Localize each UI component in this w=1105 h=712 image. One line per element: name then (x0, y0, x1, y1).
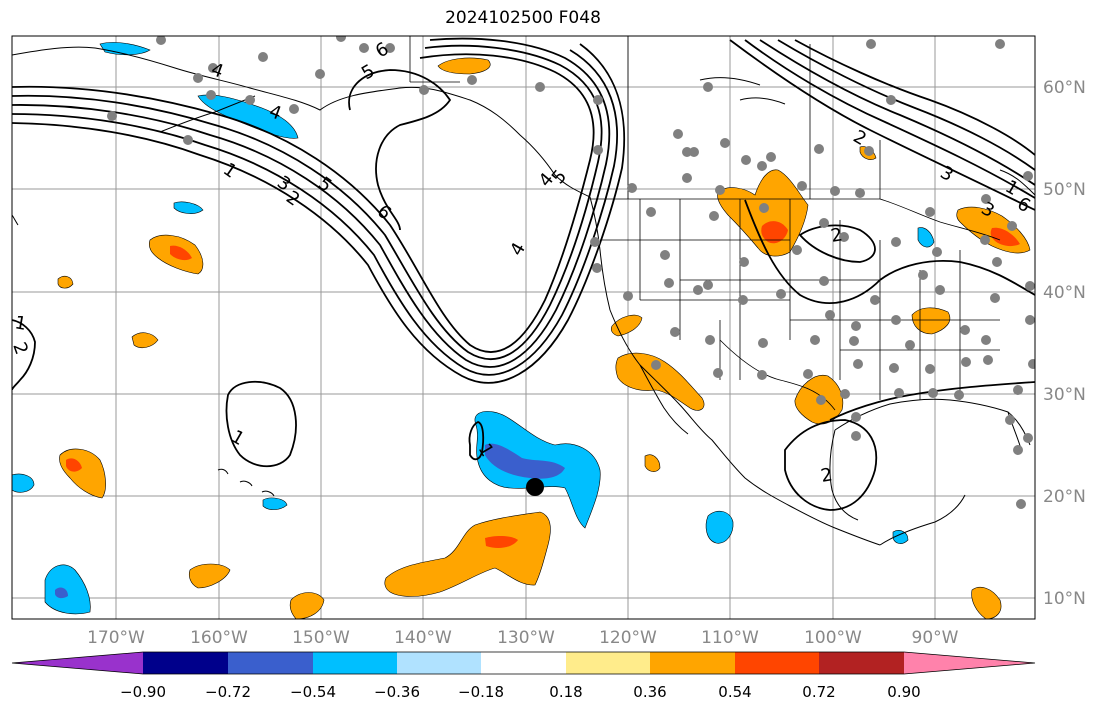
positive-anomaly-11-core (761, 221, 788, 244)
lon-label: 170°W (87, 628, 145, 648)
positive-anomaly-3 (131, 332, 159, 349)
positive-anomaly-13 (911, 307, 951, 335)
negative-anomaly-small-5 (917, 227, 935, 248)
colorbar-tick-label: 0.54 (718, 683, 751, 701)
lon-label: 120°W (599, 628, 657, 648)
negative-anomaly-small-4 (705, 510, 734, 544)
colorbar-segment (228, 652, 313, 674)
colorbar-tick-label: 0.72 (802, 683, 835, 701)
negative-anomaly-small-1 (173, 201, 204, 214)
lon-label: 110°W (701, 628, 759, 648)
colorbar-segment (397, 652, 481, 674)
shaded-anomalies (12, 42, 1031, 619)
positive-anomaly-7-core (485, 535, 518, 548)
lon-label: 150°W (292, 628, 350, 648)
station-markers (107, 36, 1035, 509)
colorbar-tick-label: 0.18 (549, 683, 582, 701)
contour-label: 2 (829, 224, 844, 247)
negative-anomaly-sw-core (55, 587, 68, 599)
lat-label: 20°N (1043, 487, 1086, 507)
negative-anomaly-sw (44, 564, 91, 615)
colorbar-segment (566, 652, 650, 674)
colorbar-segment (735, 652, 819, 674)
storm-center-dot (526, 478, 544, 496)
lon-label: 130°W (497, 628, 555, 648)
colorbar-tick-label: 0.90 (887, 683, 920, 701)
positive-anomaly-1-core (170, 245, 192, 261)
positive-anomaly-8 (437, 57, 491, 75)
positive-anomaly-15 (644, 454, 661, 472)
lat-label: 50°N (1043, 180, 1086, 200)
lat-label: 40°N (1043, 283, 1086, 303)
lat-label: 60°N (1043, 78, 1086, 98)
negative-anomaly-central-core (485, 443, 565, 479)
lon-label: 160°W (190, 628, 248, 648)
colorbar-tick-label: −0.72 (205, 683, 251, 701)
contour-label: 1 (13, 312, 28, 335)
lat-label: 30°N (1043, 385, 1086, 405)
latitude-labels: 60°N 50°N 40°N 30°N 20°N 10°N (1043, 78, 1086, 609)
positive-anomaly-14-core (990, 227, 1020, 247)
colorbar-segment (481, 652, 566, 674)
colorbar-tick-label: −0.90 (120, 683, 166, 701)
positive-anomaly-6 (289, 592, 325, 619)
lon-label: 100°W (804, 628, 862, 648)
negative-anomaly-small-2 (12, 473, 35, 493)
colorbar (11, 651, 1036, 675)
colorbar-segment (12, 652, 143, 674)
positive-anomaly-5 (188, 563, 231, 589)
positive-anomaly-4-core (66, 458, 82, 472)
contour-label: 2 (819, 464, 834, 487)
contour-lines (12, 37, 1035, 511)
lon-label: 140°W (394, 628, 452, 648)
colorbar-tick-label: −0.54 (290, 683, 336, 701)
positive-anomaly-10 (615, 352, 705, 411)
negative-anomaly-small-6 (892, 530, 909, 544)
colorbar-tick-label: −0.36 (374, 683, 420, 701)
colorbar-segment (904, 652, 1035, 674)
colorbar-labels: −0.90 −0.72 −0.54 −0.36 −0.18 0.18 0.36 … (120, 683, 921, 701)
positive-anomaly-16 (971, 587, 1002, 619)
map-frame (11, 35, 1036, 620)
negative-anomaly-small-3 (262, 497, 288, 510)
longitude-labels: 170°W 160°W 150°W 140°W 130°W 120°W 110°… (87, 628, 959, 648)
colorbar-tick-label: −0.18 (458, 683, 504, 701)
colorbar-segment (819, 652, 904, 674)
positive-anomaly-7 (384, 511, 551, 597)
colorbar-segment (313, 652, 397, 674)
colorbar-tick-label: 0.36 (633, 683, 666, 701)
colorbar-outline (11, 651, 1036, 675)
map-title: 2024102500 F048 (445, 8, 601, 28)
colorbar-segment (650, 652, 735, 674)
lon-label: 90°W (912, 628, 959, 648)
lat-label: 10°N (1043, 589, 1086, 609)
positive-anomaly-2 (57, 275, 74, 289)
colorbar-segment (143, 652, 228, 674)
